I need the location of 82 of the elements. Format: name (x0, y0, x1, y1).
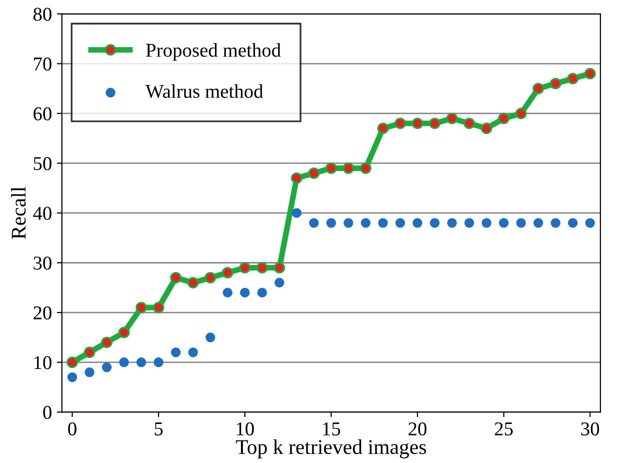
point (342, 162, 354, 174)
point (292, 208, 302, 218)
point (412, 118, 424, 130)
point (240, 288, 250, 298)
y-tick-label: 30 (34, 256, 52, 270)
x-tick-label: 5 (154, 422, 163, 436)
point (274, 262, 286, 274)
point (256, 262, 268, 274)
point (550, 78, 562, 90)
point (568, 218, 578, 228)
point (101, 336, 112, 348)
legend-label: Proposed method (146, 43, 281, 61)
point (257, 288, 267, 298)
point (204, 272, 216, 284)
point (412, 218, 422, 228)
y-tick-label: 10 (34, 356, 52, 370)
point (567, 72, 579, 84)
point (152, 302, 164, 314)
point (360, 162, 372, 174)
point (308, 167, 320, 179)
y-tick-label: 60 (34, 107, 52, 120)
point (480, 122, 492, 134)
point (84, 346, 96, 358)
point (325, 162, 337, 174)
point (170, 272, 182, 284)
point (446, 112, 458, 124)
point (584, 68, 596, 80)
y-tick-label: 50 (34, 157, 52, 170)
point (222, 288, 232, 298)
point (66, 356, 78, 368)
point (67, 372, 78, 382)
point (533, 218, 544, 228)
point (326, 218, 336, 228)
point (222, 267, 234, 278)
x-tick-label: 20 (408, 422, 426, 436)
y-tick-label: 20 (34, 306, 52, 320)
point (377, 122, 389, 134)
point (309, 218, 319, 228)
x-tick-label: 30 (581, 422, 600, 436)
point (515, 108, 527, 120)
point (395, 218, 406, 228)
point (136, 302, 147, 314)
x-axis-title: Top k retrieved images (236, 439, 426, 458)
y-tick-label: 0 (43, 406, 52, 420)
y-tick-label: 40 (33, 206, 52, 220)
point (205, 332, 216, 342)
point (498, 112, 510, 124)
point (274, 278, 284, 288)
point (430, 218, 440, 228)
point (532, 82, 544, 94)
point (550, 218, 560, 228)
point (344, 218, 354, 228)
x-tick-label: 15 (323, 422, 340, 436)
point (585, 218, 595, 228)
point (188, 347, 198, 358)
point (360, 218, 371, 228)
point (290, 172, 302, 184)
point (394, 118, 406, 130)
point (239, 262, 251, 274)
legend-label: Walrus method (146, 84, 264, 98)
x-tick-label: 10 (236, 422, 254, 436)
point (482, 218, 492, 228)
point (464, 218, 474, 228)
point (102, 362, 112, 372)
point (118, 326, 130, 338)
y-tick-label: 80 (33, 8, 52, 21)
point (429, 118, 440, 130)
point (187, 276, 199, 288)
x-tick-label: 25 (494, 422, 513, 436)
point (170, 347, 181, 358)
x-tick-label: 0 (68, 422, 76, 436)
point (498, 218, 509, 228)
point (378, 218, 388, 228)
point (84, 367, 94, 378)
y-tick-label: 70 (34, 57, 52, 71)
y-axis-title: Recall (11, 186, 26, 239)
point (516, 218, 526, 228)
point (119, 357, 129, 368)
point (154, 357, 164, 368)
point (464, 118, 475, 130)
point (447, 218, 457, 228)
point (136, 357, 146, 368)
